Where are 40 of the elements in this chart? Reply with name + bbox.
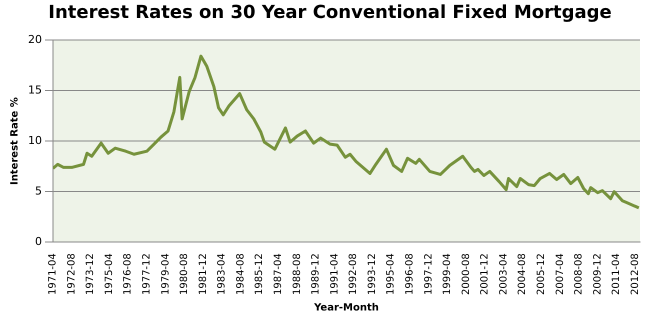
x-tick-label: 1980-08	[179, 253, 190, 296]
x-tick-label: 1999-04	[442, 253, 454, 296]
x-tick-label: 1979-04	[160, 253, 172, 296]
x-tick-label: 1977-12	[142, 253, 153, 296]
x-tick-label: 2001-12	[480, 253, 491, 296]
x-tick-label: 1984-08	[235, 253, 246, 296]
x-tick-label: 1989-12	[310, 253, 322, 296]
x-tick-label: 1975-04	[104, 253, 115, 296]
x-tick-label: 2012-08	[630, 253, 641, 296]
x-tick-label: 1992-08	[348, 253, 360, 296]
x-tick-label: 2008-08	[574, 253, 585, 296]
x-tick-label: 1976-08	[122, 253, 134, 296]
x-tick-label: 2000-08	[460, 253, 472, 296]
x-tick-label: 2004-08	[517, 253, 528, 296]
x-tick-label: 1997-12	[423, 253, 434, 296]
x-tick-label: 1985-12	[254, 253, 266, 296]
y-tick-label: 10	[28, 134, 42, 147]
x-tick-label: 1993-12	[366, 253, 378, 296]
y-axis-title: Interest Rate %	[10, 97, 21, 186]
x-tick-label: 2009-12	[592, 253, 604, 296]
x-tick-label: 1988-08	[292, 253, 303, 296]
x-tick-label: 1991-04	[329, 253, 340, 296]
y-tick-label: 5	[34, 184, 42, 198]
x-tick-label: 1995-04	[386, 253, 397, 296]
x-tick-label: 1972-08	[66, 253, 78, 296]
x-tick-label: 1971-04	[48, 253, 59, 296]
x-tick-label: 1996-08	[404, 253, 416, 296]
x-tick-label: 1973-12	[85, 253, 96, 296]
x-tick-label: 2005-12	[536, 253, 547, 296]
x-tick-label: 1987-04	[273, 253, 284, 296]
x-axis-title: Year-Month	[313, 302, 379, 314]
y-tick-label: 15	[28, 83, 42, 96]
x-tick-label: 2003-04	[498, 253, 510, 296]
x-tick-label: 2007-04	[554, 253, 566, 296]
x-tick-label: 1983-04	[216, 253, 228, 296]
x-tick-label: 2011-04	[611, 253, 622, 296]
chart-title: Interest Rates on 30 Year Conventional Fixed Mortgage	[47, 2, 613, 23]
y-tick-label: 0	[34, 235, 42, 248]
x-tick-label: 1981-12	[198, 253, 209, 296]
y-tick-label: 20	[28, 32, 42, 46]
